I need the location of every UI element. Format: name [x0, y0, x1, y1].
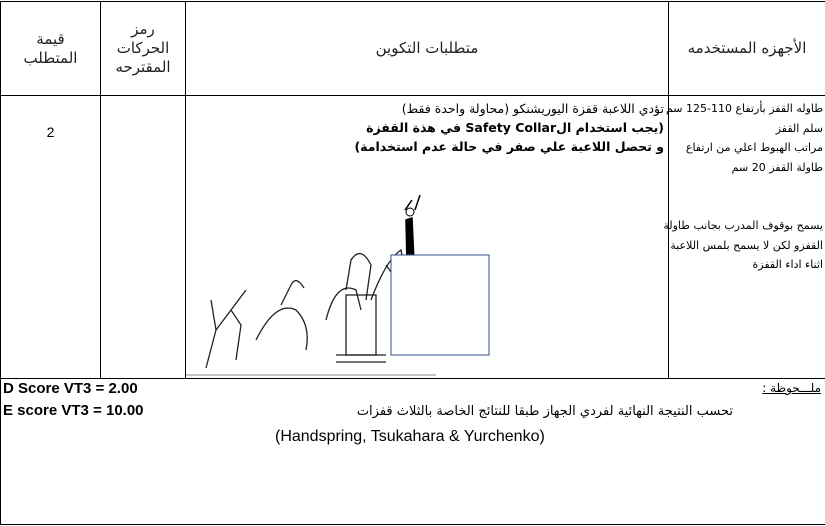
rule: [0, 524, 825, 525]
gymnast: [404, 194, 421, 265]
equipment-line: يسمح بوقوف المدرب بجانب طاولة: [663, 219, 823, 232]
note-label: ملـــحوظة :: [762, 381, 821, 395]
header-text: رمز: [131, 20, 155, 38]
equipment-cell: طاوله القفز بأرتفاع 110-125 سم سلم القفز…: [663, 99, 823, 275]
requirements-cell: تؤدي اللاعبة قفزة اليوريشنكو (محاولة واح…: [186, 99, 664, 156]
equipment-line: مراتب الهبوط اعلي من ارتفاع: [685, 141, 823, 154]
equipment-line: طاولة القفز 20 سم: [731, 160, 823, 174]
note-text: تحسب النتيجة النهائية لفردي الجهاز طبقا …: [356, 404, 733, 419]
header-cell: رمز الحركات المقترحه: [101, 2, 185, 95]
equipment-line: طاوله القفز بأرتفاع 110-125 سم: [665, 102, 823, 115]
header-text: متطلبات التكوين: [375, 39, 479, 57]
note-vaults: (Handspring, Tsukahara & Yurchenko): [275, 428, 545, 445]
text-box: [390, 254, 490, 356]
header-cell: قيمة المتطلب: [1, 2, 100, 95]
equipment-line: القفزو لكن لا يسمح بلمس اللاعبة: [670, 238, 823, 252]
header-cell: الأجهزه المستخدمه: [669, 2, 825, 95]
header-text: الحركات: [116, 39, 170, 57]
header-text: الأجهزه المستخدمه: [687, 39, 807, 57]
rule: [100, 1, 101, 378]
requirement-line: تؤدي اللاعبة قفزة اليوريشنكو (محاولة واح…: [401, 101, 664, 116]
rule: [0, 378, 825, 379]
e-score: E score VT3 = 10.00: [3, 402, 144, 419]
rule: [185, 1, 186, 378]
header-cell: متطلبات التكوين: [186, 2, 668, 95]
equipment-line: اثناء اداء القفزة: [752, 258, 823, 271]
requirement-line: (يجب استخدام الSafety Collar في هذة القف…: [366, 120, 664, 135]
vault-illustration: [186, 194, 490, 376]
value-cell: 2: [46, 124, 55, 140]
spacer: [669, 177, 823, 216]
d-score: D Score VT3 = 2.00: [3, 380, 138, 397]
gymnast-head: [405, 207, 415, 217]
rule: [0, 1, 1, 525]
requirement-line: و تحصل اللاعبة علي صفر في حالة عدم استخد…: [354, 139, 664, 154]
header-text: المتطلب: [23, 48, 78, 67]
header-text: قيمة: [36, 29, 65, 48]
header-text: المقترحه: [115, 58, 171, 76]
equipment-line: سلم القفز: [775, 121, 823, 135]
rule: [0, 1, 825, 2]
rule: [0, 95, 825, 96]
rule: [668, 1, 669, 378]
